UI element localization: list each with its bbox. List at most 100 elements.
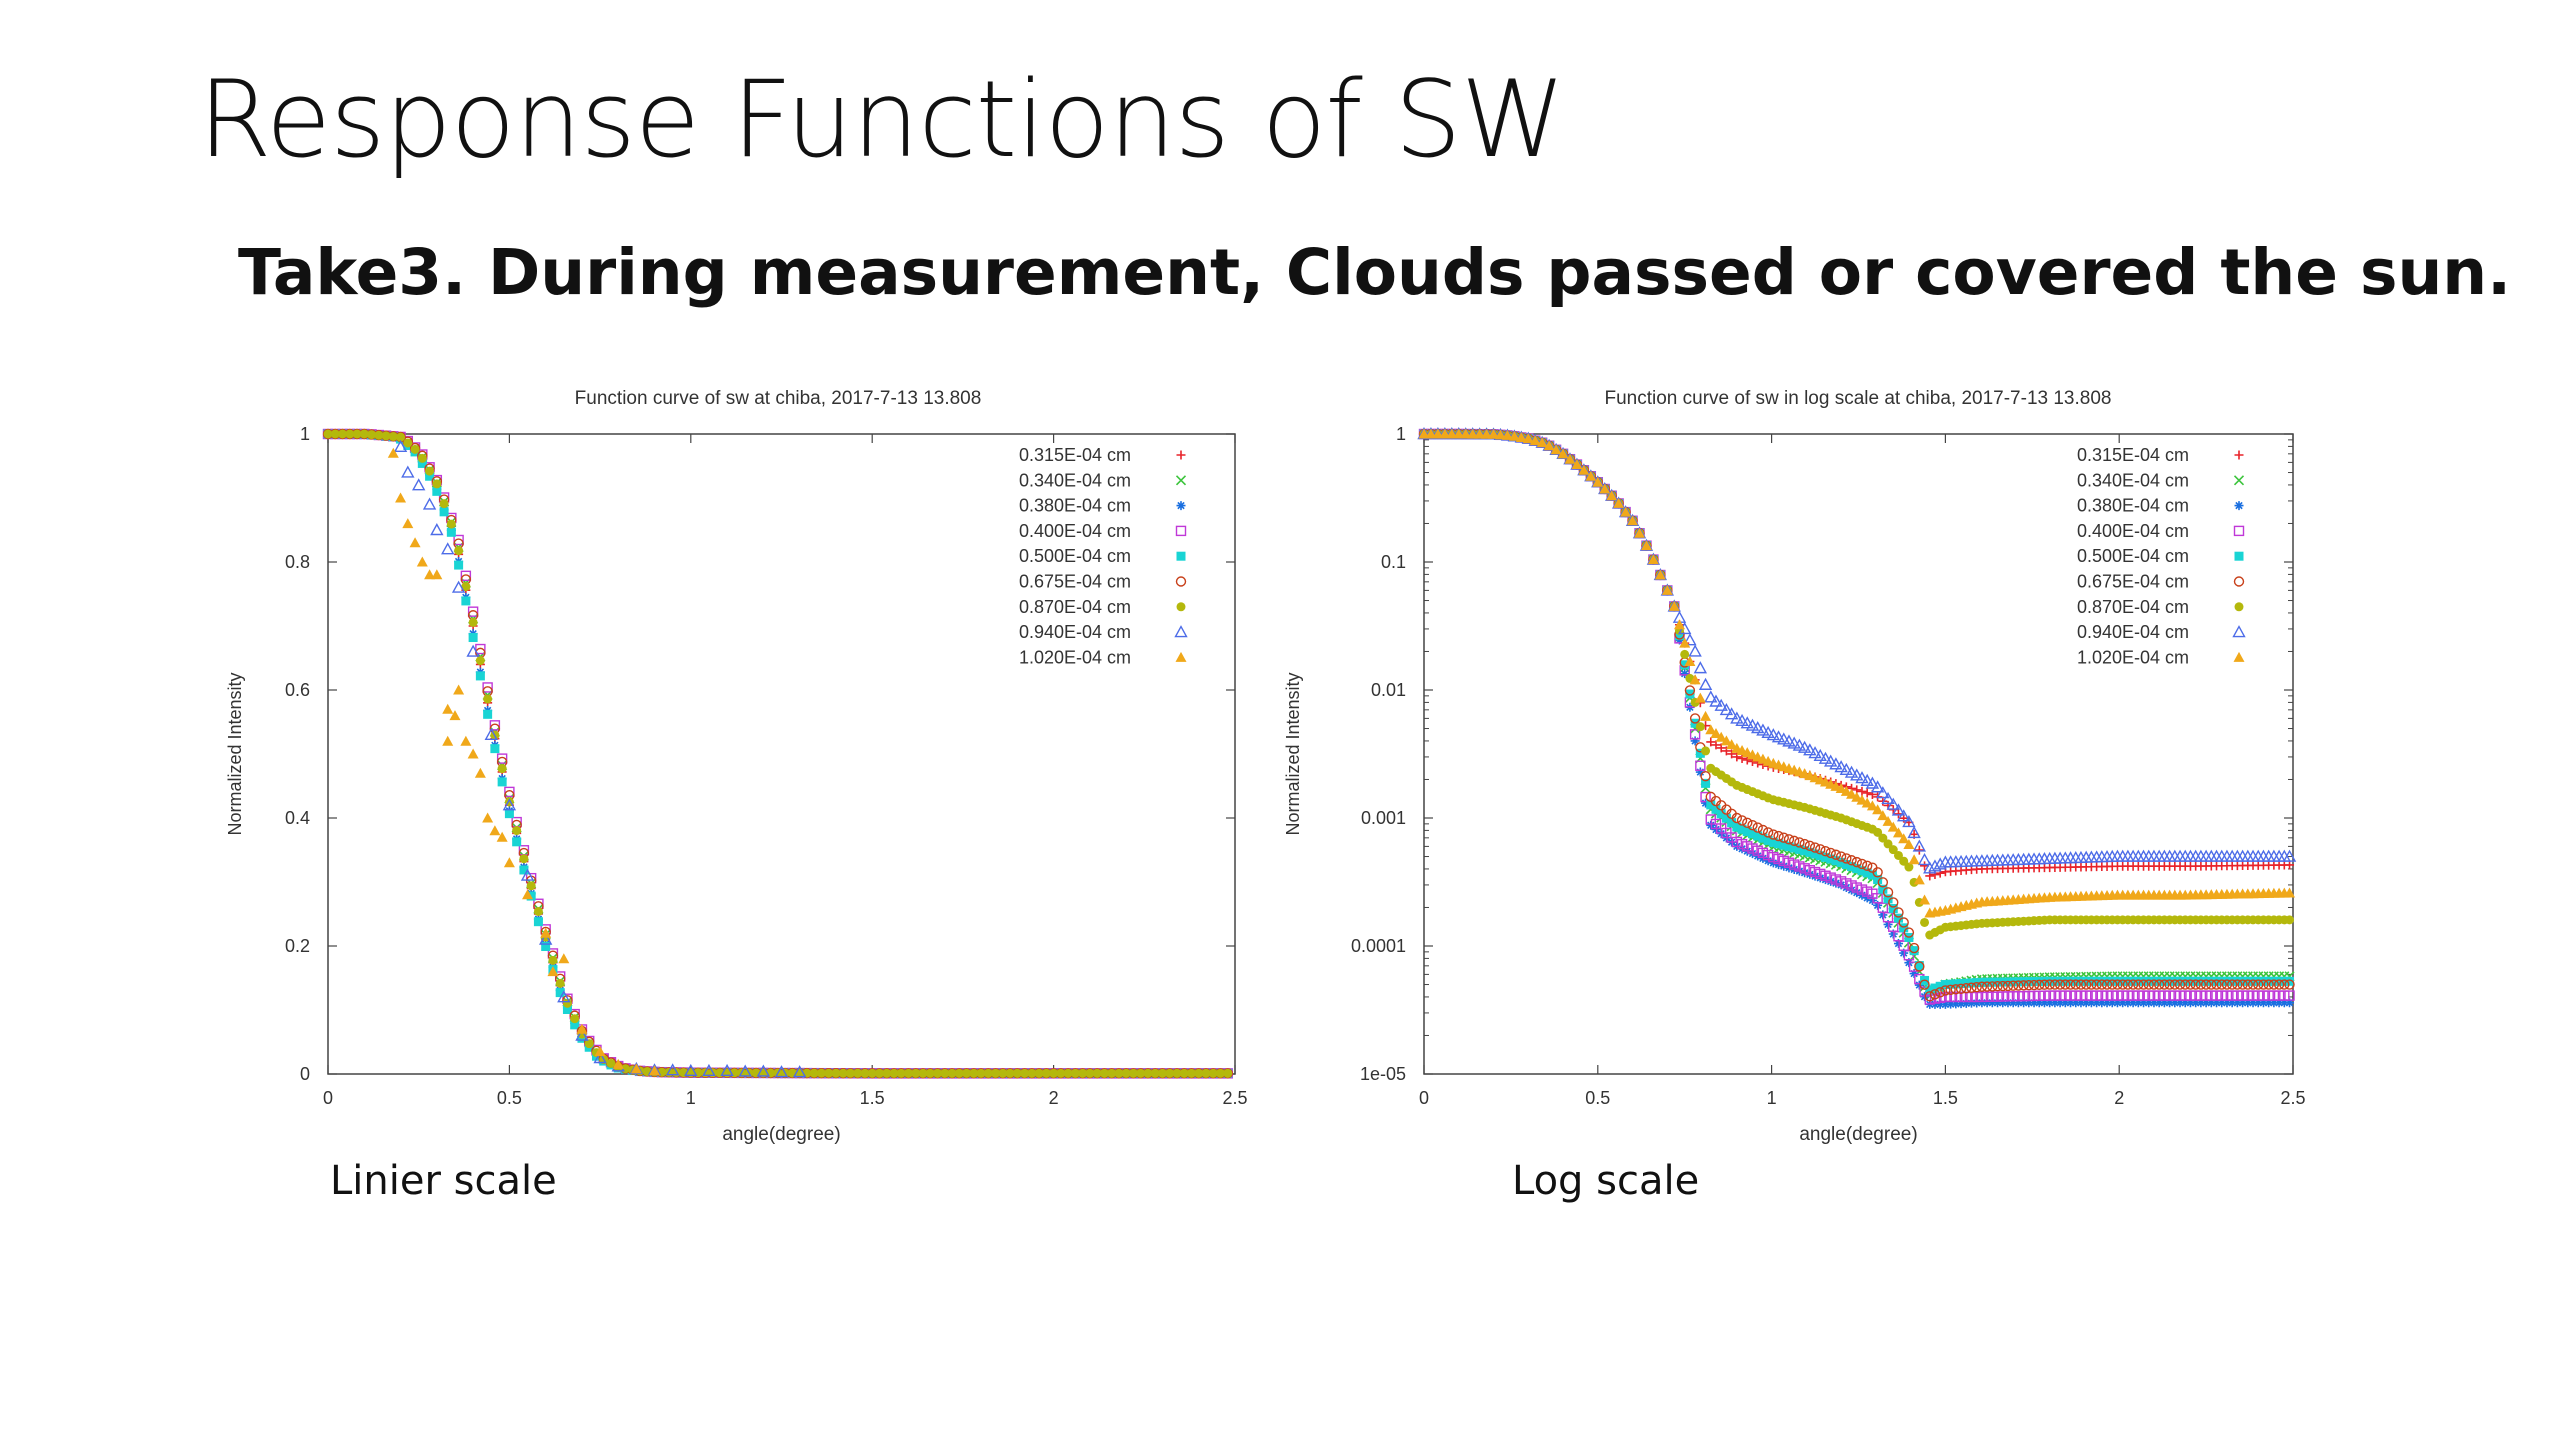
data-point	[412, 478, 426, 491]
data-point	[1881, 791, 1895, 805]
data-point	[2263, 990, 2274, 1001]
data-point	[1737, 824, 1747, 834]
data-point	[882, 1068, 892, 1078]
data-point	[1787, 736, 1801, 749]
data-point	[1740, 716, 1754, 729]
data-point	[1856, 884, 1868, 895]
data-point	[1627, 515, 1639, 526]
data-point	[417, 458, 427, 468]
data-point	[1536, 437, 1548, 448]
legend-label: 0.315E-04 cm	[1019, 445, 1131, 465]
data-point	[1685, 689, 1695, 699]
data-point	[2243, 976, 2253, 986]
data-point	[911, 1068, 921, 1078]
data-point	[352, 429, 362, 439]
data-point	[2034, 979, 2045, 991]
data-point	[2055, 976, 2065, 986]
y-tick-label: 0.2	[285, 936, 310, 956]
data-point	[2211, 979, 2222, 990]
data-point	[2243, 998, 2253, 1008]
data-point	[2226, 990, 2238, 1001]
data-point	[2180, 998, 2190, 1008]
data-point	[1820, 845, 1831, 857]
data-point	[1888, 897, 1899, 908]
data-point	[816, 1068, 826, 1078]
data-point	[2190, 979, 2201, 990]
data-point	[2028, 990, 2040, 1002]
data-point	[2071, 976, 2081, 986]
data-point	[1903, 927, 1915, 938]
data-point	[502, 798, 517, 811]
data-point	[2112, 976, 2122, 986]
data-point	[702, 1063, 716, 1076]
data-point	[1680, 660, 1690, 670]
data-point	[1705, 724, 1717, 735]
plot-frame	[1423, 433, 2294, 1075]
data-point	[2102, 998, 2112, 1008]
data-point	[504, 786, 515, 798]
data-point	[1870, 780, 1885, 793]
legend-marker	[1174, 625, 1188, 638]
data-point	[1865, 776, 1880, 789]
data-point	[417, 453, 427, 463]
data-point	[1946, 979, 1956, 989]
data-point	[468, 633, 478, 643]
legend-label: 0.340E-04 cm	[1019, 470, 1131, 490]
data-point	[1714, 698, 1728, 711]
data-point	[1992, 991, 2003, 1002]
data-point	[1761, 725, 1775, 738]
data-point	[1056, 1068, 1066, 1078]
data-point	[1700, 791, 1711, 803]
data-point	[1704, 690, 1718, 703]
data-point	[2092, 976, 2102, 986]
data-point	[1946, 999, 1956, 1009]
data-point	[1794, 861, 1805, 872]
data-point	[2282, 849, 2297, 862]
data-point	[2273, 990, 2285, 1001]
data-point	[2169, 979, 2181, 990]
data-point	[2165, 976, 2175, 986]
data-point	[2066, 998, 2076, 1008]
data-point	[1613, 497, 1625, 508]
data-point	[1107, 1068, 1117, 1078]
data-point	[2242, 990, 2254, 1001]
data-point	[2139, 976, 2149, 986]
data-point	[2091, 979, 2102, 990]
data-point	[1920, 917, 1930, 927]
data-point	[1940, 985, 1951, 996]
data-point	[1934, 987, 1946, 998]
data-point	[2148, 990, 2160, 1001]
data-point	[1683, 633, 1697, 646]
data-point	[424, 569, 436, 580]
data-point	[2044, 979, 2055, 990]
x-axis-label: angle(degree)	[1799, 1124, 1917, 1145]
data-point	[1935, 981, 1945, 991]
data-point	[2107, 998, 2117, 1008]
data-point	[1640, 540, 1652, 551]
data-point	[1834, 760, 1848, 773]
data-point	[1736, 838, 1748, 850]
data-point	[1992, 981, 2003, 992]
data-point	[1825, 847, 1836, 859]
data-point	[2258, 990, 2269, 1001]
data-point	[1945, 991, 1956, 1003]
data-point	[684, 1063, 698, 1076]
data-point	[1099, 1068, 1109, 1078]
y-tick-label: 0.8	[285, 552, 310, 572]
data-point	[2200, 990, 2212, 1001]
data-point	[2070, 990, 2081, 1001]
data-point	[1913, 874, 1925, 885]
data-point	[1698, 677, 1713, 690]
data-point	[1763, 835, 1773, 845]
data-point	[903, 1068, 913, 1078]
data-point	[2008, 998, 2018, 1008]
data-point	[1914, 961, 1925, 972]
data-point	[451, 580, 466, 593]
data-point	[474, 767, 486, 778]
data-point	[2201, 998, 2211, 1008]
data-point	[403, 438, 413, 448]
data-point	[1788, 835, 1800, 847]
data-point	[1872, 893, 1883, 904]
data-point	[976, 1068, 986, 1078]
